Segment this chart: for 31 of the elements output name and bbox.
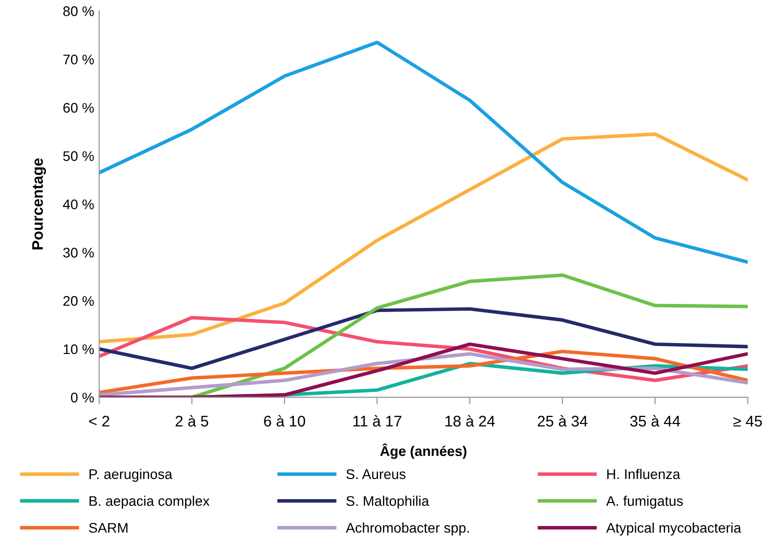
legend-label: SARM xyxy=(89,522,128,533)
y-tick-label: 20 % xyxy=(63,296,94,306)
line-series xyxy=(99,132,748,344)
x-tick-label: 11 à 17 xyxy=(353,415,402,427)
legend-label: A. fumigatus xyxy=(606,496,683,509)
legend-label: S. Maltophilia xyxy=(346,496,430,509)
x-axis-title: Âge (années) xyxy=(380,443,466,459)
x-tick-label: 35 à 44 xyxy=(630,415,680,427)
legend-label: B. aepacia complex xyxy=(90,496,210,509)
legend-label: H. Influenza xyxy=(607,468,680,480)
y-tick-label: 60 % xyxy=(63,102,94,113)
x-tick-label: < 2 xyxy=(89,416,110,426)
y-tick-label: 0 % xyxy=(70,392,94,402)
x-tick-label: 6 à 10 xyxy=(264,415,306,427)
legend-label: S. Aureus xyxy=(346,469,406,480)
legend-label: P. aeruginosa xyxy=(90,468,172,482)
y-tick-label: 10 % xyxy=(64,344,94,354)
legend-label: Achromobacter spp. xyxy=(346,522,469,536)
y-tick-label: 70 % xyxy=(63,54,94,64)
x-tick-label: 2 à 5 xyxy=(176,415,208,427)
y-tick-label: 80 % xyxy=(63,6,94,16)
x-tick-label: 18 à 24 xyxy=(445,415,495,427)
y-axis-title: Pourcentage xyxy=(32,158,46,250)
legend-label: Atypical mycobacteria xyxy=(606,522,742,536)
y-tick-label: 40 % xyxy=(62,199,94,210)
y-tick-label: 50 % xyxy=(63,151,94,162)
line-series xyxy=(99,40,748,264)
y-tick-label: 30 % xyxy=(63,248,94,258)
line-series xyxy=(99,307,748,370)
x-tick-label: 25 à 34 xyxy=(538,415,588,427)
x-tick-label: ≥ 45 xyxy=(733,416,762,427)
